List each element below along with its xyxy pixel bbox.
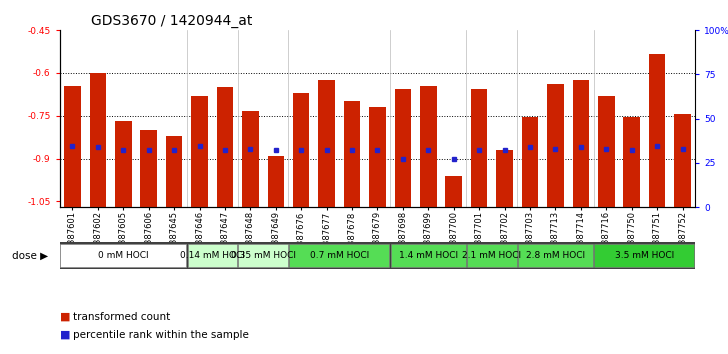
Bar xyxy=(217,87,233,207)
Text: 3.5 mM HOCl: 3.5 mM HOCl xyxy=(614,251,674,260)
Bar xyxy=(420,86,437,207)
Bar xyxy=(64,86,81,207)
Bar xyxy=(598,96,614,207)
Bar xyxy=(191,96,207,207)
Bar xyxy=(115,121,132,207)
Text: 2.8 mM HOCl: 2.8 mM HOCl xyxy=(526,251,585,260)
Text: ■: ■ xyxy=(60,330,70,339)
Bar xyxy=(395,88,411,207)
Bar xyxy=(289,244,389,268)
Bar xyxy=(391,244,466,268)
Bar xyxy=(623,117,640,207)
Bar xyxy=(242,112,258,207)
Bar xyxy=(522,117,538,207)
Text: 0 mM HOCl: 0 mM HOCl xyxy=(98,251,149,260)
Bar xyxy=(467,244,517,268)
Bar xyxy=(674,114,691,207)
Bar xyxy=(60,244,186,268)
Bar xyxy=(238,244,288,268)
Bar xyxy=(446,176,462,207)
Text: 2.1 mM HOCl: 2.1 mM HOCl xyxy=(462,251,521,260)
Text: 0.35 mM HOCl: 0.35 mM HOCl xyxy=(231,251,296,260)
Bar xyxy=(344,102,360,207)
Text: percentile rank within the sample: percentile rank within the sample xyxy=(73,330,249,339)
Text: transformed count: transformed count xyxy=(73,312,170,322)
Text: GDS3670 / 1420944_at: GDS3670 / 1420944_at xyxy=(92,14,253,28)
Bar xyxy=(318,80,335,207)
Bar xyxy=(547,84,563,207)
Bar xyxy=(90,73,106,207)
Bar xyxy=(141,130,157,207)
Text: 1.4 mM HOCl: 1.4 mM HOCl xyxy=(399,251,458,260)
Bar xyxy=(166,136,182,207)
Bar xyxy=(293,93,309,207)
Bar xyxy=(594,244,695,268)
Bar xyxy=(188,244,237,268)
Bar xyxy=(369,107,386,207)
Text: 0.7 mM HOCl: 0.7 mM HOCl xyxy=(309,251,369,260)
Text: 0.14 mM HOCl: 0.14 mM HOCl xyxy=(180,251,245,260)
Bar xyxy=(471,88,488,207)
Bar xyxy=(649,55,665,207)
Bar xyxy=(267,156,284,207)
Text: dose ▶: dose ▶ xyxy=(12,251,49,261)
Bar xyxy=(496,150,513,207)
Bar xyxy=(518,244,593,268)
Bar xyxy=(573,80,589,207)
Text: ■: ■ xyxy=(60,312,70,322)
